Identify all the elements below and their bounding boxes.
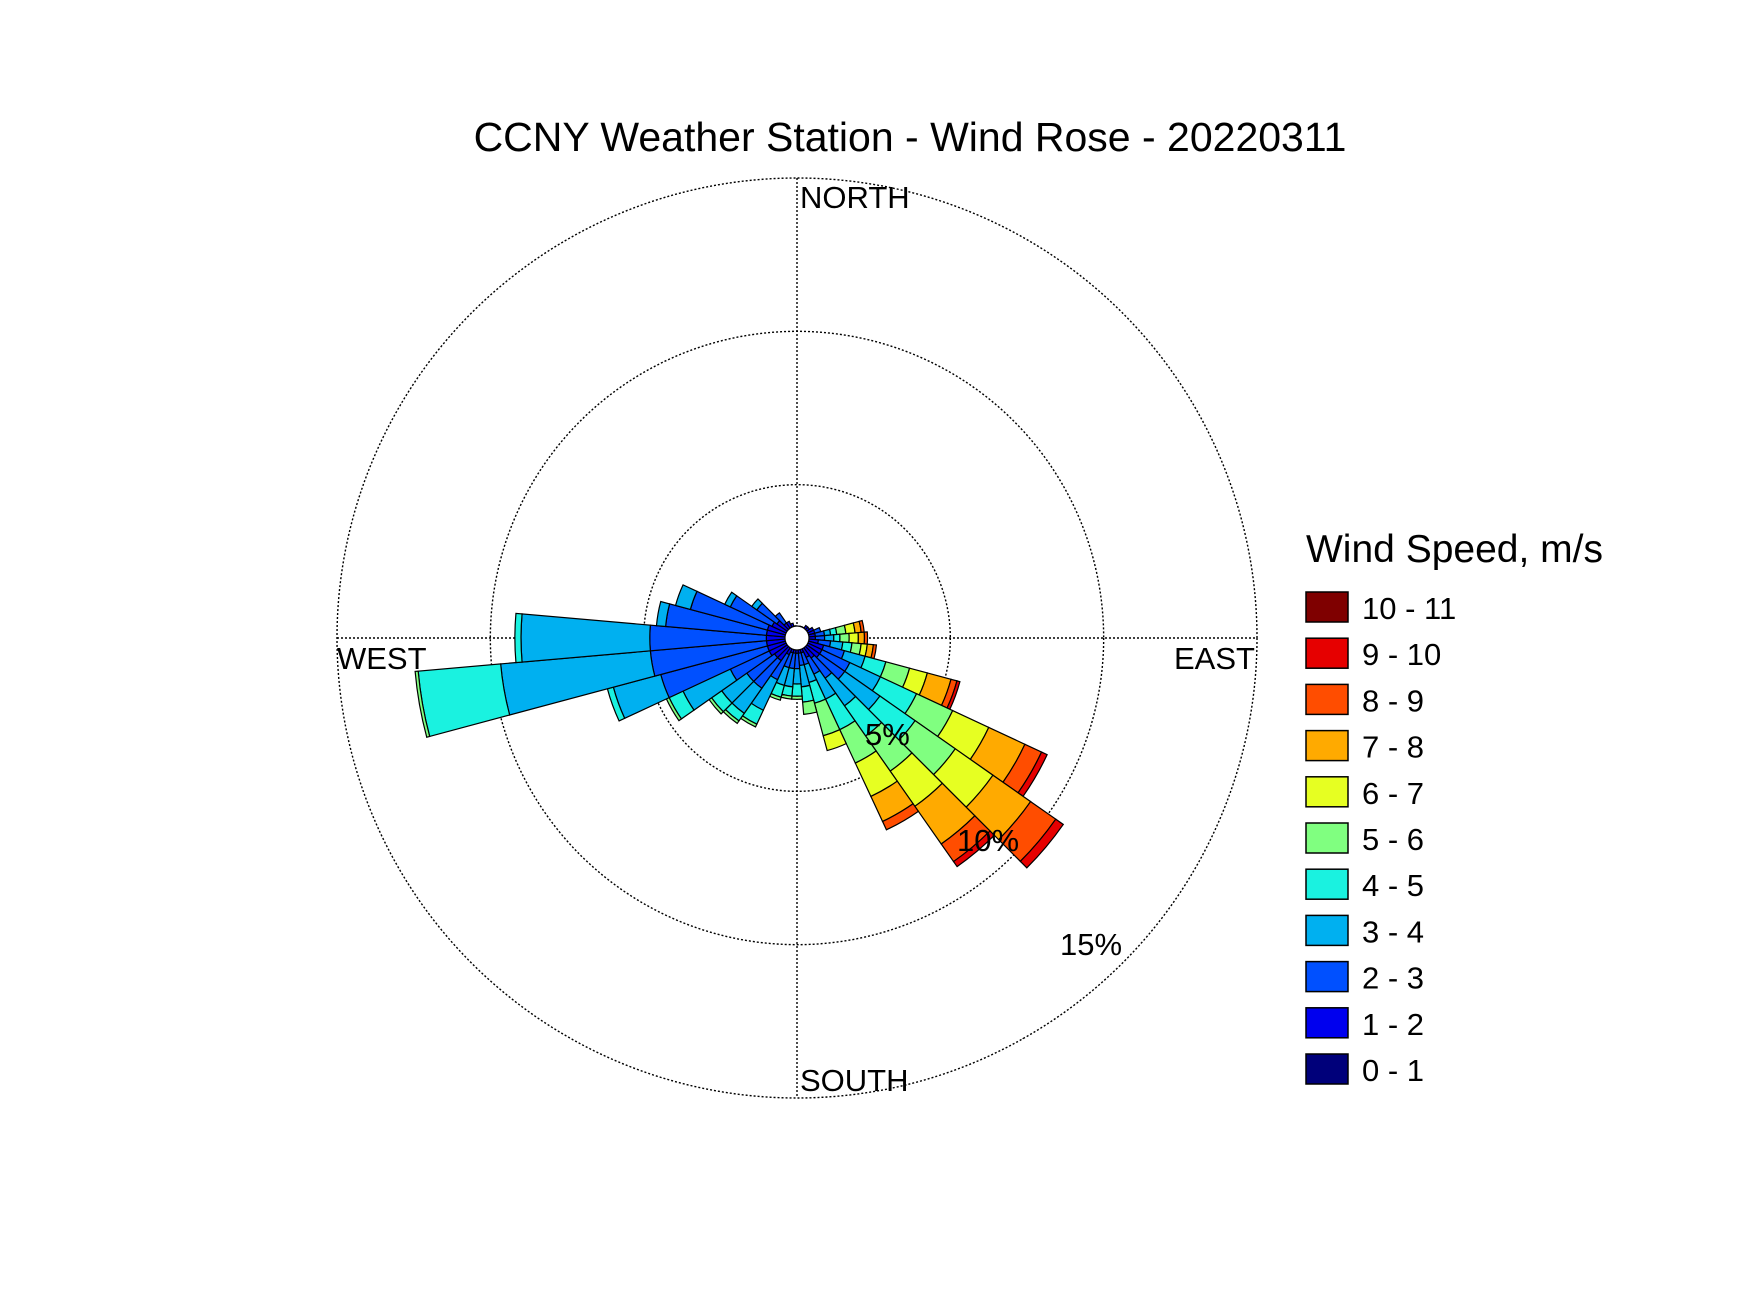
legend-label-0-1: 0 - 1 (1362, 1053, 1424, 1088)
legend-label-6-7: 6 - 7 (1362, 776, 1424, 811)
petals-layer (414, 584, 1065, 869)
legend-swatch-1-2 (1305, 1007, 1349, 1039)
petal-260-bin-4-5 (417, 663, 511, 738)
direction-label-north: NORTH (800, 180, 910, 215)
legend-label-10-11: 10 - 11 (1362, 591, 1456, 626)
petal-300-bin-3-4 (723, 591, 738, 608)
petal-280-bin-3-4 (655, 600, 671, 628)
petal-180-bin-5-6 (790, 695, 804, 700)
petal-90-bin-7-8 (857, 631, 866, 645)
legend-label-4-5: 4 - 5 (1362, 868, 1424, 903)
legend-swatch-10-11 (1305, 591, 1349, 623)
legend-label-7-8: 7 - 8 (1362, 730, 1424, 765)
chart-title: CCNY Weather Station - Wind Rose - 20220… (474, 114, 1347, 160)
legend-swatch-5-6 (1305, 822, 1349, 854)
radial-tick-label-15: 15% (1060, 927, 1122, 962)
petal-140-bin-9-10 (952, 830, 996, 868)
petal-160-bin-6-7 (822, 728, 848, 752)
legend-label-9-10: 9 - 10 (1362, 637, 1441, 672)
center-hole (784, 625, 810, 651)
legend-label-3-4: 3 - 4 (1362, 914, 1424, 949)
legend-swatch-0-1 (1305, 1053, 1349, 1085)
petal-270-bin-4-5 (514, 612, 523, 664)
petal-310-bin-3-4 (750, 598, 764, 611)
petal-260-bin-5-6 (414, 670, 431, 738)
legend-swatch-3-4 (1305, 914, 1349, 947)
legend-swatch-2-3 (1305, 960, 1349, 993)
petal-90-bin-4-5 (833, 633, 841, 643)
legend-label-1-2: 1 - 2 (1362, 1007, 1424, 1042)
legend-swatch-6-7 (1305, 776, 1349, 808)
legend-label-2-3: 2 - 3 (1362, 961, 1424, 996)
petal-90-bin-8-9 (863, 631, 869, 645)
legend-swatch-8-9 (1305, 683, 1349, 716)
legend-title: Wind Speed, m/s (1306, 528, 1603, 571)
petal-90-bin-5-6 (839, 632, 850, 644)
radial-tick-label-5: 5% (865, 717, 910, 752)
petal-290-bin-3-4 (674, 584, 698, 611)
direction-label-east: EAST (1174, 641, 1255, 676)
legend: Wind Speed, m/s 10 - 11 9 - 10 8 - 9 7 - 8 6… (1305, 528, 1603, 1088)
petal-320-bin-2-3 (774, 612, 788, 626)
legend-items: 10 - 11 9 - 10 8 - 9 7 - 8 6 - 7 5 - 6 4 - 5 3 … (1305, 591, 1456, 1088)
petal-170-bin-5-6 (801, 699, 818, 716)
direction-label-west: WEST (337, 641, 427, 676)
petal-150-bin-8-9 (881, 802, 920, 831)
legend-swatch-9-10 (1305, 637, 1349, 669)
legend-label-8-9: 8 - 9 (1362, 683, 1424, 718)
legend-swatch-7-8 (1305, 729, 1349, 762)
petal-90-bin-6-7 (848, 631, 859, 645)
petal-180-bin-4-5 (791, 683, 803, 697)
petal-130-bin-9-10 (1019, 818, 1065, 869)
legend-swatch-4-5 (1305, 868, 1349, 900)
legend-label-5-6: 5 - 6 (1362, 822, 1424, 857)
direction-label-south: SOUTH (800, 1063, 909, 1098)
radial-tick-label-10: 10% (957, 823, 1019, 858)
